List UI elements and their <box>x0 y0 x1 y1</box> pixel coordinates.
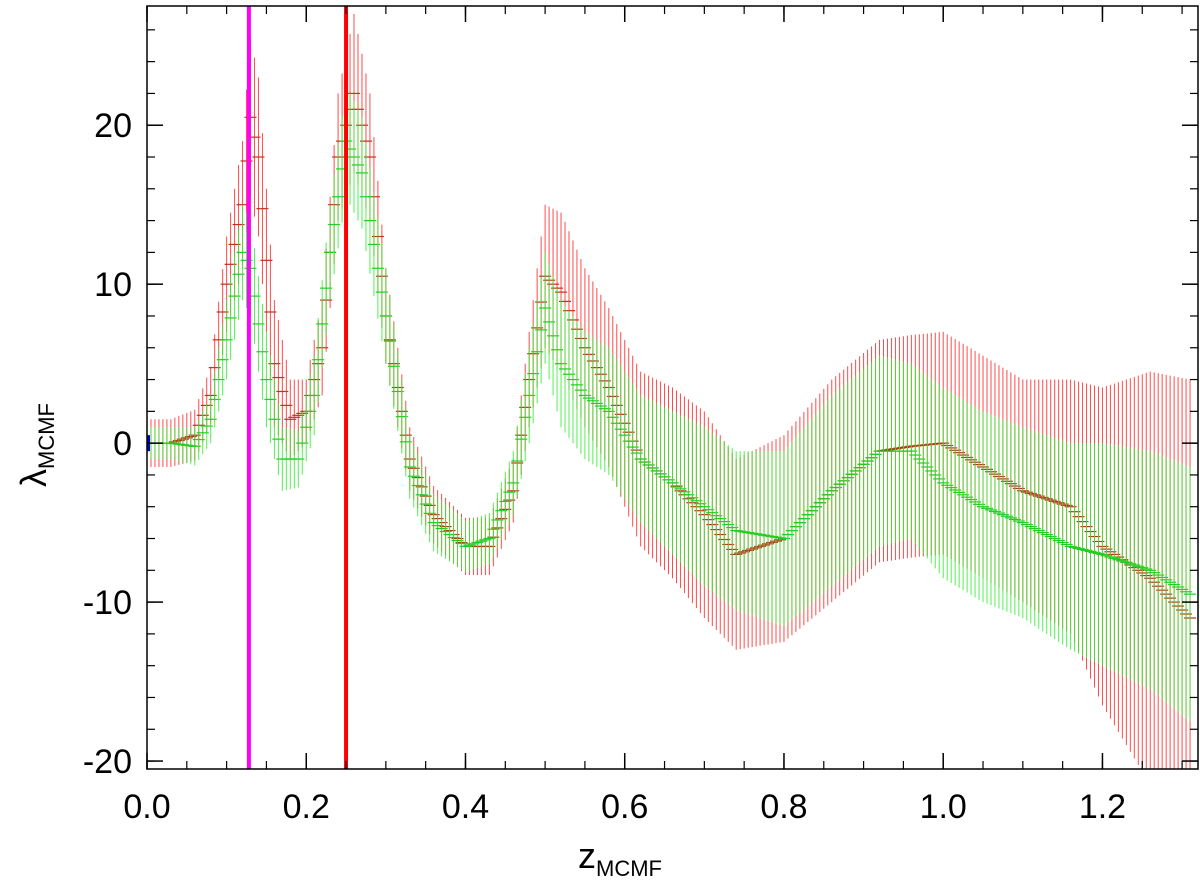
axis-ticks <box>146 6 1198 769</box>
y-axis-title-sub: MCMF <box>34 403 59 469</box>
x-tick-label: 0.4 <box>442 788 489 826</box>
x-tick-label: 1.2 <box>1079 788 1126 826</box>
y-tick-label: 20 <box>94 107 132 145</box>
x-tick-label: 0.6 <box>601 788 648 826</box>
x-tick-label: 0.8 <box>760 788 807 826</box>
tick-labels: 0.0 0.2 0.4 0.6 0.8 1.0 1.2 -20 -10 0 10 20 <box>83 107 1126 826</box>
y-axis-title: λMCMF <box>13 403 59 487</box>
x-axis-title: zMCMF <box>578 835 662 881</box>
series-layer <box>147 13 1197 769</box>
reference-lines <box>147 6 349 769</box>
y-tick-label: -10 <box>83 584 132 622</box>
y-tick-label: -20 <box>83 743 132 781</box>
x-tick-label: 1.0 <box>920 788 967 826</box>
y-tick-label: 0 <box>113 425 132 463</box>
x-axis-title-main: z <box>578 835 596 876</box>
x-tick-label: 0.0 <box>123 788 170 826</box>
series-1 <box>147 85 1197 722</box>
x-axis-title-sub: MCMF <box>596 856 662 881</box>
y-tick-label: 10 <box>94 266 132 304</box>
y-axis-title-main: λ <box>13 469 54 487</box>
x-tick-label: 0.2 <box>283 788 330 826</box>
plot-frame <box>146 5 1199 770</box>
